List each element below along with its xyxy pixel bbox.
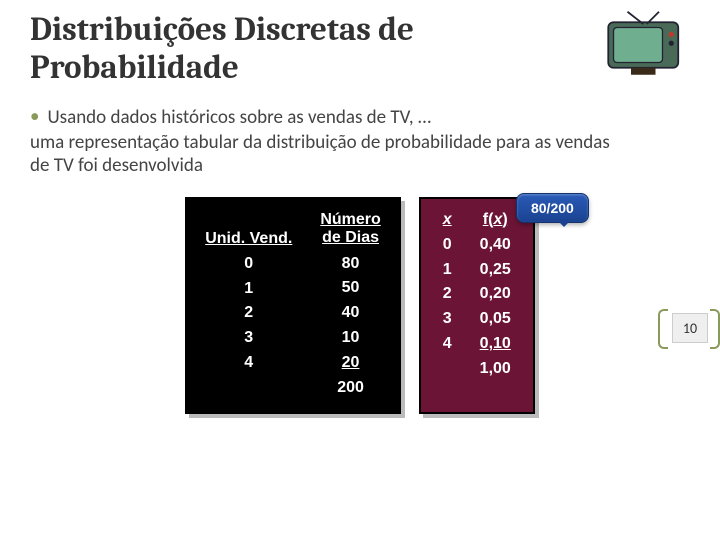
- freq-col1-header: Unid. Vend.: [205, 230, 292, 248]
- freq-d-2: 40: [320, 301, 380, 326]
- bullet-block: • Usando dados históricos sobre as venda…: [30, 106, 610, 177]
- tables-container: Unid. Vend. 0 1 2 3 4 Número de Dias 80 …: [30, 197, 690, 415]
- prob-f-1: 0,25: [480, 258, 511, 283]
- frequency-table-panel: Unid. Vend. 0 1 2 3 4 Número de Dias 80 …: [185, 197, 401, 415]
- freq-total: 200: [320, 376, 380, 401]
- page-bracket-right-icon: [710, 309, 720, 349]
- prob-f-0: 0,40: [480, 233, 511, 258]
- page-number: 10: [672, 313, 708, 343]
- freq-u-0: 0: [205, 252, 292, 277]
- prob-x-2: 2: [443, 282, 452, 307]
- bullet-dot-icon: •: [30, 106, 39, 129]
- bullet-text: Usando dados históricos sobre as vendas …: [47, 106, 431, 129]
- slide-title: Distribuições Discretas de Probabilidade: [30, 12, 540, 88]
- freq-d-1: 50: [320, 276, 380, 301]
- prob-x-4: 4: [443, 332, 452, 357]
- freq-d-3: 10: [320, 326, 380, 351]
- probability-table-panel: 80/200 x 0 1 2 3 4 f(x) 0,40 0,25 0,20 0…: [419, 197, 535, 415]
- tv-clipart-icon: [600, 10, 690, 80]
- prob-x-1: 1: [443, 258, 452, 283]
- prob-f-4: 0,10: [480, 332, 511, 357]
- prob-total: 1,00: [480, 357, 511, 382]
- fraction-callout: 80/200: [516, 193, 589, 223]
- freq-col2-header-l1: Número: [320, 211, 380, 229]
- freq-u-3: 3: [205, 326, 292, 351]
- bullet-subtext: uma representação tabular da distribuiçã…: [30, 131, 610, 177]
- prob-x-0: 0: [443, 233, 452, 258]
- freq-u-2: 2: [205, 301, 292, 326]
- prob-f-2: 0,20: [480, 282, 511, 307]
- prob-col2-header: f(x): [480, 211, 511, 229]
- freq-d-0: 80: [320, 252, 380, 277]
- freq-col2-header-l2: de Dias: [320, 229, 380, 247]
- prob-col1-header: x: [443, 211, 452, 229]
- prob-x-3: 3: [443, 307, 452, 332]
- freq-u-1: 1: [205, 277, 292, 302]
- freq-d-4: 20: [320, 351, 380, 376]
- page-bracket-left-icon: [658, 309, 668, 349]
- freq-u-4: 4: [205, 351, 292, 376]
- prob-f-3: 0,05: [480, 307, 511, 332]
